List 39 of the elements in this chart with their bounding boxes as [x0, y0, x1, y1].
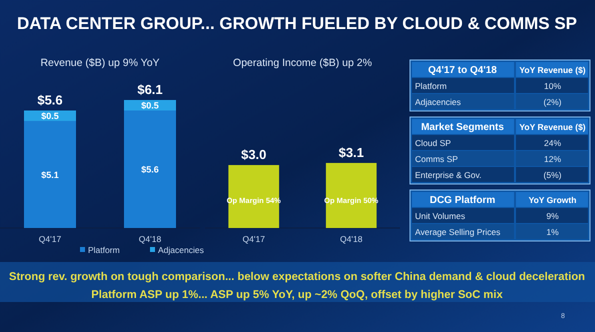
text: 1% — [546, 227, 560, 237]
text: YoY Revenue ($) — [519, 65, 586, 75]
text: Cloud SP — [415, 138, 452, 148]
total-label: $6.1 — [137, 82, 163, 97]
text: (5%) — [544, 170, 562, 180]
text: Adjacencies — [415, 97, 461, 107]
text: Comms SP — [415, 154, 458, 164]
text: Q4'17 to Q4'18 — [428, 65, 498, 76]
text: DATA CENTER GROUP... GROWTH FUELED BY CLOUD & COMMS SP — [16, 14, 578, 33]
text: Strong rev. growth on tough comparison... below expectations on softer China demand & cloud deceleration — [8, 271, 586, 283]
data-label: $0.5 — [141, 100, 159, 111]
text: Unit Volumes — [415, 211, 466, 221]
text: Platform — [415, 81, 447, 91]
legend-label: Platform — [88, 245, 120, 255]
data-label: $5.1 — [41, 170, 59, 180]
legend-label: Adjacencies — [158, 245, 204, 255]
text: Enterprise & Gov. — [415, 170, 482, 180]
x-tick-label: Q4'18 — [340, 234, 363, 244]
data-label: $5.6 — [141, 164, 159, 175]
text: YoY Revenue ($) — [519, 122, 586, 132]
text: YoY Growth — [528, 195, 576, 205]
x-tick-label: Q4'17 — [38, 234, 62, 244]
text: DCG Platform — [430, 195, 496, 206]
chart-title: Revenue ($B) up 9% YoY — [40, 57, 160, 69]
data-label: $3.0 — [241, 147, 266, 162]
text: 12% — [544, 154, 562, 164]
total-label: $5.6 — [37, 92, 63, 108]
data-label: $3.1 — [338, 144, 364, 160]
chart-title: Operating Income ($B) up 2% — [233, 57, 372, 69]
text: (2%) — [544, 97, 562, 107]
data-label: $0.5 — [41, 111, 59, 122]
x-tick-label: Q4'17 — [242, 234, 266, 244]
x-tick-label: Q4'18 — [138, 234, 162, 244]
text: 10% — [544, 81, 562, 91]
text: Market Segments — [421, 122, 504, 133]
text: Platform ASP up 1%... ASP up 5% YoY, up ~2% QoQ, offset by higher SoC mix — [91, 289, 504, 301]
text: Average Selling Prices — [415, 227, 500, 237]
text: 24% — [544, 138, 562, 148]
text: 9% — [546, 211, 560, 221]
